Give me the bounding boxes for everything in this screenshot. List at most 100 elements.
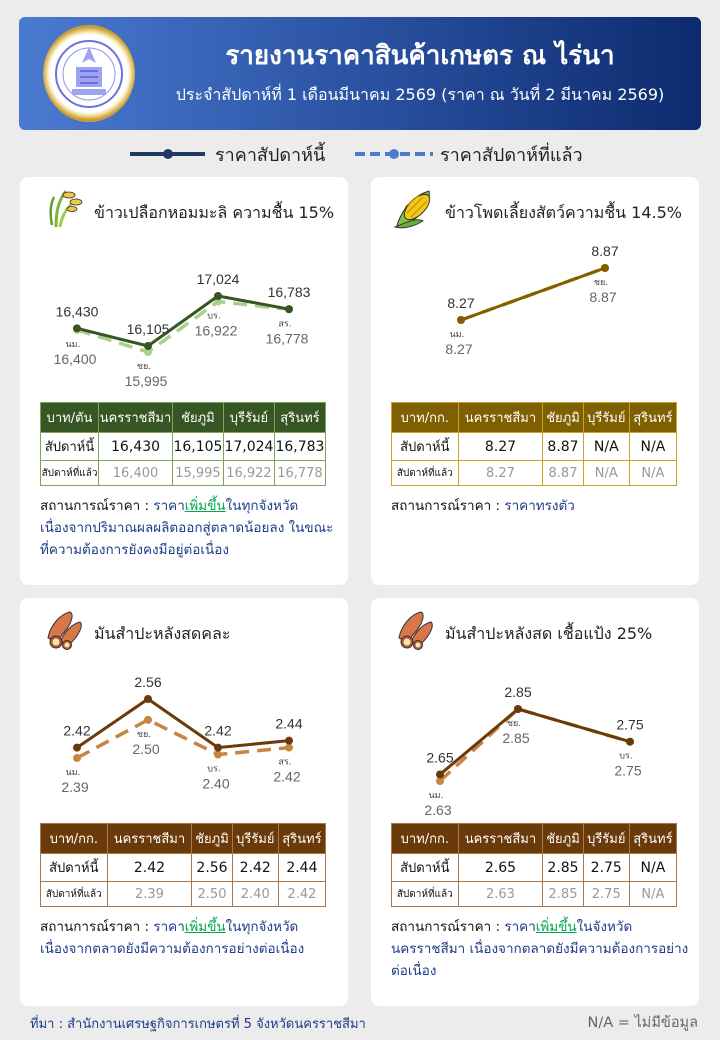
last-week-point [436, 777, 444, 785]
this-week-point [285, 736, 293, 745]
row-label: สัปดาห์ที่แล้ว [391, 460, 459, 486]
this-week-series-line [460, 266, 606, 322]
price-cell: N/A [628, 881, 678, 907]
status-text-post: ในทุกจังหวัด เนื่องจากตลาดยังมีความต้องก… [40, 919, 305, 957]
price-cell: 16,105 [171, 432, 224, 461]
last-week-data-label: 2.42 [273, 769, 300, 785]
table-row: สัปดาห์นี้ 8.27 8.87 N/A N/A [391, 432, 678, 461]
price-card: ข้าวโพดเลี้ยงสัตว์ความชื้น 14.5% 8.27 นม. 8… [371, 177, 699, 585]
page-subtitle: ประจำสัปดาห์ที่ 1 เดือนมีนาคม 2569 (ราคา… [175, 85, 665, 104]
price-cell: 8.87 [542, 460, 584, 486]
table-row: สัปดาห์ที่แล้ว 16,400 15,995 16,922 16,778 [39, 460, 327, 486]
row-label: สัปดาห์นี้ [391, 432, 459, 461]
price-cell: 8.27 [457, 460, 544, 486]
last-week-point [73, 325, 81, 334]
price-cell: 2.65 [457, 853, 544, 882]
row-label: สัปดาห์นี้ [39, 432, 100, 461]
last-week-data-label: 2.40 [202, 776, 229, 792]
price-cell: 2.40 [231, 881, 279, 907]
province-abbr-label: นม. [66, 340, 81, 350]
status-trend: เพิ่มขึ้น [535, 919, 577, 935]
this-week-point [457, 316, 465, 324]
status-label: สถานการณ์ราคา : [40, 919, 154, 935]
table-row: สัปดาห์นี้ 2.65 2.85 2.75 N/A [391, 853, 678, 882]
price-cell: 17,024 [222, 432, 275, 461]
this-week-point [73, 743, 81, 752]
price-cell: 16,400 [98, 460, 173, 486]
last-week-data-label: 2.63 [424, 802, 451, 818]
this-week-data-label: 2.42 [63, 723, 90, 739]
this-week-point [436, 770, 444, 779]
province-abbr-label: ชย. [137, 362, 151, 372]
price-cell: 2.63 [457, 881, 544, 907]
this-week-point [214, 292, 222, 300]
last-week-series-line [460, 266, 606, 322]
table-header-row: บาท/กก. นครราชสีมา ชัยภูมิ บุรีรัมย์ สุรินทร… [391, 823, 678, 854]
last-week-data-label: 2.75 [614, 763, 641, 779]
province-abbr-label: บร. [207, 765, 220, 775]
province-abbr-label: สร. [278, 758, 291, 768]
this-week-series-line [439, 707, 631, 776]
price-status: สถานการณ์ราคา : ราคาเพิ่มขึ้นในจังหวัดนค… [391, 916, 691, 982]
table-header-cell: นครราชสีมา [457, 402, 544, 433]
price-cell: 15,995 [171, 460, 224, 486]
province-abbr-label: นม. [429, 791, 444, 801]
last-week-point [457, 316, 465, 324]
source-note: ที่มา : สำนักงานเศรษฐกิจการเกษตรที่ 5 จั… [30, 1017, 366, 1032]
price-cell: 2.56 [191, 853, 233, 882]
this-week-data-label: 8.87 [591, 243, 618, 259]
price-card: ข้าวเปลือกหอมมะลิ ความชื้น 15% 16,430 นม. 1… [20, 177, 348, 585]
price-cell: 2.85 [542, 881, 584, 907]
legend-last-week-label: ราคาสัปดาห์ที่แล้ว [440, 145, 583, 166]
table-header-cell: ชัยภูมิ [171, 402, 224, 433]
last-week-point [285, 305, 293, 314]
oae-logo [43, 25, 135, 122]
last-week-series-line [438, 707, 631, 783]
last-week-point [601, 264, 609, 272]
price-cell: 2.44 [277, 853, 327, 882]
page-title: รายงานราคาสินค้าเกษตร ณ ไร่นา [225, 41, 615, 71]
row-label: สัปดาห์นี้ [40, 853, 108, 882]
province-abbr-label: นม. [66, 768, 81, 778]
province-abbr-label: ชย. [137, 730, 151, 740]
this-week-data-label: 2.85 [504, 684, 531, 700]
rice-icon [49, 190, 83, 228]
table-header-row: บาท/กก. นครราชสีมา ชัยภูมิ บุรีรัมย์ สุรินทร… [40, 823, 327, 854]
this-week-point [144, 342, 152, 351]
this-week-data-label: 16,105 [127, 321, 170, 337]
last-week-data-label: 2.50 [132, 741, 159, 757]
this-week-point [514, 705, 522, 713]
this-week-data-label: 2.75 [616, 717, 643, 733]
price-cell: 16,778 [273, 460, 327, 486]
this-week-data-label: 2.44 [275, 716, 302, 732]
last-week-point [514, 705, 522, 713]
this-week-point [214, 743, 222, 752]
this-week-data-label: 2.65 [426, 749, 453, 765]
price-status: สถานการณ์ราคา : ราคาเพิ่มขึ้นในทุกจังหวั… [40, 916, 340, 960]
table-header-cell: บาท/กก. [391, 402, 459, 433]
legend-this-week-marker [163, 149, 173, 159]
price-cell: 2.42 [106, 853, 193, 882]
table-header-cell: นครราชสีมา [98, 402, 173, 433]
row-label: สัปดาห์นี้ [391, 853, 459, 882]
this-week-data-label: 17,024 [197, 271, 240, 287]
table-header-cell: ชัยภูมิ [191, 823, 233, 854]
price-cell: 2.42 [231, 853, 279, 882]
table-header-row: บาท/ตัน นครราชสีมา ชัยภูมิ บุรีรัมย์ สุรินทร… [39, 402, 327, 433]
last-week-data-label: 15,995 [125, 373, 168, 389]
na-legend-note: N/A = ไม่มีข้อมูล [587, 1015, 699, 1031]
card-title: ข้าวโพดเลี้ยงสัตว์ความชื้น 14.5% [445, 203, 682, 222]
table-row: สัปดาห์ที่แล้ว 2.39 2.50 2.40 2.42 [40, 881, 327, 907]
emblem-icon [55, 39, 123, 108]
this-week-data-label: 2.42 [204, 723, 231, 739]
price-cell: 2.42 [277, 881, 327, 907]
price-cell: N/A [582, 460, 630, 486]
card-title: มันสำปะหลังสด เชื้อแป้ง 25% [445, 624, 653, 643]
table-header-cell: บุรีรัมย์ [582, 402, 630, 433]
last-week-data-label: 8.87 [589, 289, 616, 305]
table-header-cell: สุรินทร์ [628, 823, 678, 854]
table-header-cell: นครราชสีมา [106, 823, 193, 854]
legend: ราคาสัปดาห์นี้ ราคาสัปดาห์ที่แล้ว [0, 140, 720, 166]
status-trend: เพิ่มขึ้น [184, 919, 226, 935]
province-abbr-label: ชย. [507, 719, 521, 729]
